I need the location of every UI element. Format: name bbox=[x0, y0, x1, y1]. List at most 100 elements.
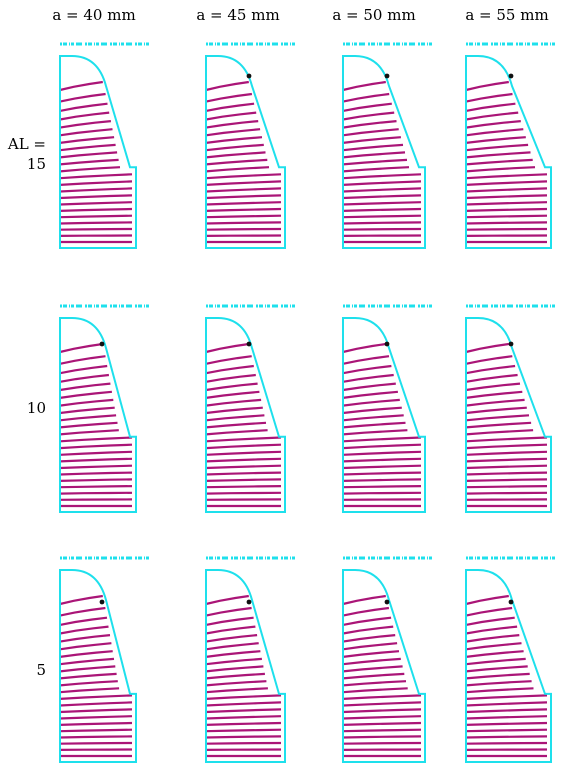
contour-line bbox=[205, 364, 254, 375]
contour-line bbox=[465, 728, 548, 733]
contour-line bbox=[205, 355, 252, 365]
contour-line bbox=[205, 606, 252, 617]
contour-line bbox=[59, 728, 133, 733]
panel-a45-al5 bbox=[204, 554, 304, 766]
contour-line bbox=[465, 136, 526, 144]
contour-line bbox=[205, 390, 260, 399]
contour-line bbox=[205, 625, 256, 635]
contour-line bbox=[465, 616, 515, 626]
contour-line bbox=[59, 382, 111, 392]
contour-line bbox=[59, 694, 133, 700]
contour-plot bbox=[342, 304, 433, 513]
contour-line bbox=[465, 173, 548, 180]
row-label-al10: 10 bbox=[0, 398, 46, 418]
contour-line bbox=[205, 382, 258, 392]
contour-plot bbox=[465, 304, 556, 513]
contour-line bbox=[342, 355, 390, 365]
marker-dot bbox=[246, 73, 252, 79]
contour-line bbox=[59, 491, 133, 495]
contour-line bbox=[342, 715, 422, 720]
contour-line bbox=[465, 665, 528, 673]
marker-dot bbox=[508, 341, 514, 347]
contour-line bbox=[59, 625, 109, 635]
contour-line bbox=[205, 187, 282, 193]
contour-line bbox=[342, 173, 422, 180]
shape-outline bbox=[205, 569, 286, 763]
contour-line bbox=[205, 478, 282, 482]
contour-line bbox=[59, 741, 133, 745]
contour-line bbox=[465, 187, 548, 193]
contour-line bbox=[205, 634, 258, 643]
contour-line bbox=[342, 741, 422, 745]
contour-line bbox=[59, 464, 133, 470]
contour-line bbox=[465, 92, 513, 103]
contour-plot bbox=[465, 42, 556, 249]
contour-line bbox=[465, 342, 509, 354]
contour-line bbox=[342, 111, 395, 121]
contour-line bbox=[342, 136, 401, 144]
contour-line bbox=[59, 187, 133, 193]
contour-line bbox=[205, 342, 249, 354]
contour-line bbox=[465, 715, 548, 720]
contour-line bbox=[59, 173, 133, 180]
contour-line bbox=[342, 616, 392, 626]
contour-line bbox=[205, 151, 266, 159]
contour-line bbox=[59, 111, 110, 121]
shape-outline bbox=[342, 317, 426, 513]
contour-line bbox=[342, 102, 392, 112]
contour-line bbox=[342, 120, 397, 129]
contour-line bbox=[342, 634, 396, 643]
contour-line bbox=[205, 128, 261, 137]
contour-line bbox=[205, 650, 261, 658]
contour-line bbox=[59, 436, 133, 443]
contour-line bbox=[465, 741, 548, 745]
contour-line bbox=[205, 594, 249, 606]
column-header-a55: a = 55 mm bbox=[465, 6, 549, 24]
panel-a45-al10 bbox=[204, 302, 304, 516]
contour-line bbox=[342, 443, 422, 450]
contour-line bbox=[59, 80, 103, 92]
contour-line bbox=[59, 227, 133, 231]
contour-line bbox=[59, 672, 117, 680]
contour-line bbox=[205, 421, 267, 429]
contour-line bbox=[342, 364, 392, 375]
contour-line bbox=[342, 701, 422, 707]
shape-outline bbox=[465, 317, 552, 513]
contour-line bbox=[342, 672, 405, 680]
contour-line bbox=[465, 80, 509, 92]
contour-line bbox=[59, 735, 133, 739]
shape-outline bbox=[59, 569, 137, 763]
contour-line bbox=[59, 414, 117, 422]
contour-line bbox=[205, 665, 264, 673]
contour-line bbox=[205, 373, 256, 383]
contour-line bbox=[465, 680, 532, 687]
contour-line bbox=[342, 207, 422, 212]
contour-plot bbox=[205, 304, 296, 513]
contour-line bbox=[59, 429, 119, 436]
contour-line bbox=[205, 143, 264, 152]
contour-line bbox=[59, 642, 112, 651]
contour-line bbox=[465, 625, 518, 635]
contour-line bbox=[465, 606, 513, 617]
contour-line bbox=[342, 143, 404, 152]
shape-outline bbox=[59, 55, 137, 249]
contour-line bbox=[342, 180, 422, 186]
contour-line bbox=[465, 485, 548, 489]
contour-line bbox=[205, 721, 282, 726]
contour-line bbox=[205, 457, 282, 463]
contour-line bbox=[465, 687, 534, 694]
marker-dot bbox=[246, 341, 252, 347]
contour-line bbox=[205, 414, 265, 422]
contour-line bbox=[205, 194, 282, 200]
panel-a55-al15 bbox=[464, 40, 564, 252]
contour-line bbox=[59, 194, 133, 200]
column-header-a50: a = 50 mm bbox=[332, 6, 416, 24]
contour-line bbox=[205, 715, 282, 720]
contour-line bbox=[465, 701, 548, 707]
shape-outline bbox=[205, 55, 286, 249]
contour-line bbox=[465, 382, 521, 392]
contour-line bbox=[59, 207, 133, 212]
contour-line bbox=[465, 634, 520, 643]
contour-line bbox=[342, 80, 386, 92]
contour-line bbox=[59, 708, 133, 714]
